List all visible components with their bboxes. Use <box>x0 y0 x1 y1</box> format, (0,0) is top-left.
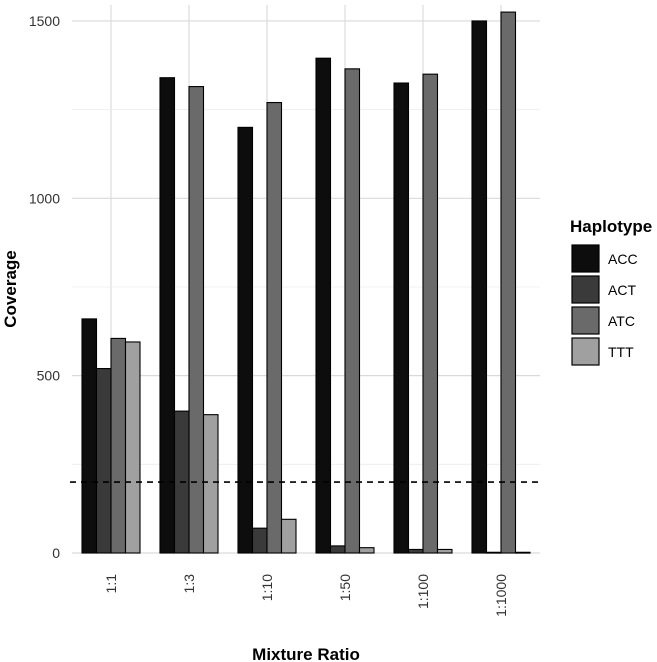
legend: Haplotype ACC ACT ATC TTT <box>570 217 652 366</box>
bar-ACC-1to10 <box>237 126 254 554</box>
legend-swatch-TTT <box>571 337 600 366</box>
x-axis-title: Mixture Ratio <box>252 645 360 662</box>
legend-swatch-ACT <box>571 275 600 304</box>
bar-ATC-1to50 <box>344 68 361 554</box>
bar-ACT-1to100 <box>407 548 424 554</box>
legend-label-TTT: TTT <box>608 344 634 360</box>
bar-ATC-1to1 <box>110 337 127 554</box>
x-tick-label: 1:10 <box>259 574 275 601</box>
bar-TTT-1to3 <box>202 414 219 554</box>
bar-ACC-1to50 <box>315 57 332 554</box>
legend-title: Haplotype <box>570 217 652 236</box>
bar-ACT-1to1000 <box>485 551 502 554</box>
bar-ATC-1to1000 <box>500 11 517 554</box>
legend-swatch-ATC <box>571 306 600 335</box>
x-tick-label: 1:50 <box>337 574 353 601</box>
y-axis-title: Coverage <box>1 250 20 327</box>
bar-ACT-1to1 <box>95 368 112 554</box>
bar-TTT-1to100 <box>436 548 453 554</box>
x-tick-label: 1:100 <box>415 574 431 609</box>
legend-label-ATC: ATC <box>608 313 635 329</box>
bar-TTT-1to50 <box>358 547 375 554</box>
x-tick-labels: 1:1 1:3 1:10 1:50 1:100 1:1000 <box>103 574 509 617</box>
bar-ATC-1to10 <box>266 101 283 554</box>
x-tick-label: 1:1000 <box>493 574 509 617</box>
bar-TTT-1to1000 <box>514 551 531 554</box>
y-tick-labels: 0 500 1000 1500 <box>29 13 60 561</box>
legend-swatch-ACC <box>571 244 600 273</box>
bar-TTT-1to10 <box>280 518 297 554</box>
y-tick-label: 1000 <box>29 190 60 206</box>
bar-ACT-1to10 <box>251 527 268 554</box>
bar-ACT-1to50 <box>329 545 346 554</box>
bar-ACC-1to3 <box>159 77 176 554</box>
x-tick-label: 1:1 <box>103 574 119 594</box>
bar-ATC-1to100 <box>422 73 439 554</box>
bar-ACC-1to1000 <box>471 20 488 554</box>
legend-label-ACC: ACC <box>608 251 638 267</box>
y-tick-label: 0 <box>52 545 60 561</box>
gridlines <box>72 5 540 554</box>
bar-ACC-1to1 <box>81 318 98 554</box>
legend-label-ACT: ACT <box>608 282 636 298</box>
x-tick-label: 1:3 <box>181 574 197 594</box>
y-tick-label: 500 <box>37 368 61 384</box>
bar-TTT-1to1 <box>124 341 141 554</box>
bars <box>81 11 531 554</box>
bar-ACC-1to100 <box>393 82 410 554</box>
bar-ATC-1to3 <box>188 86 205 554</box>
y-tick-label: 1500 <box>29 13 60 29</box>
